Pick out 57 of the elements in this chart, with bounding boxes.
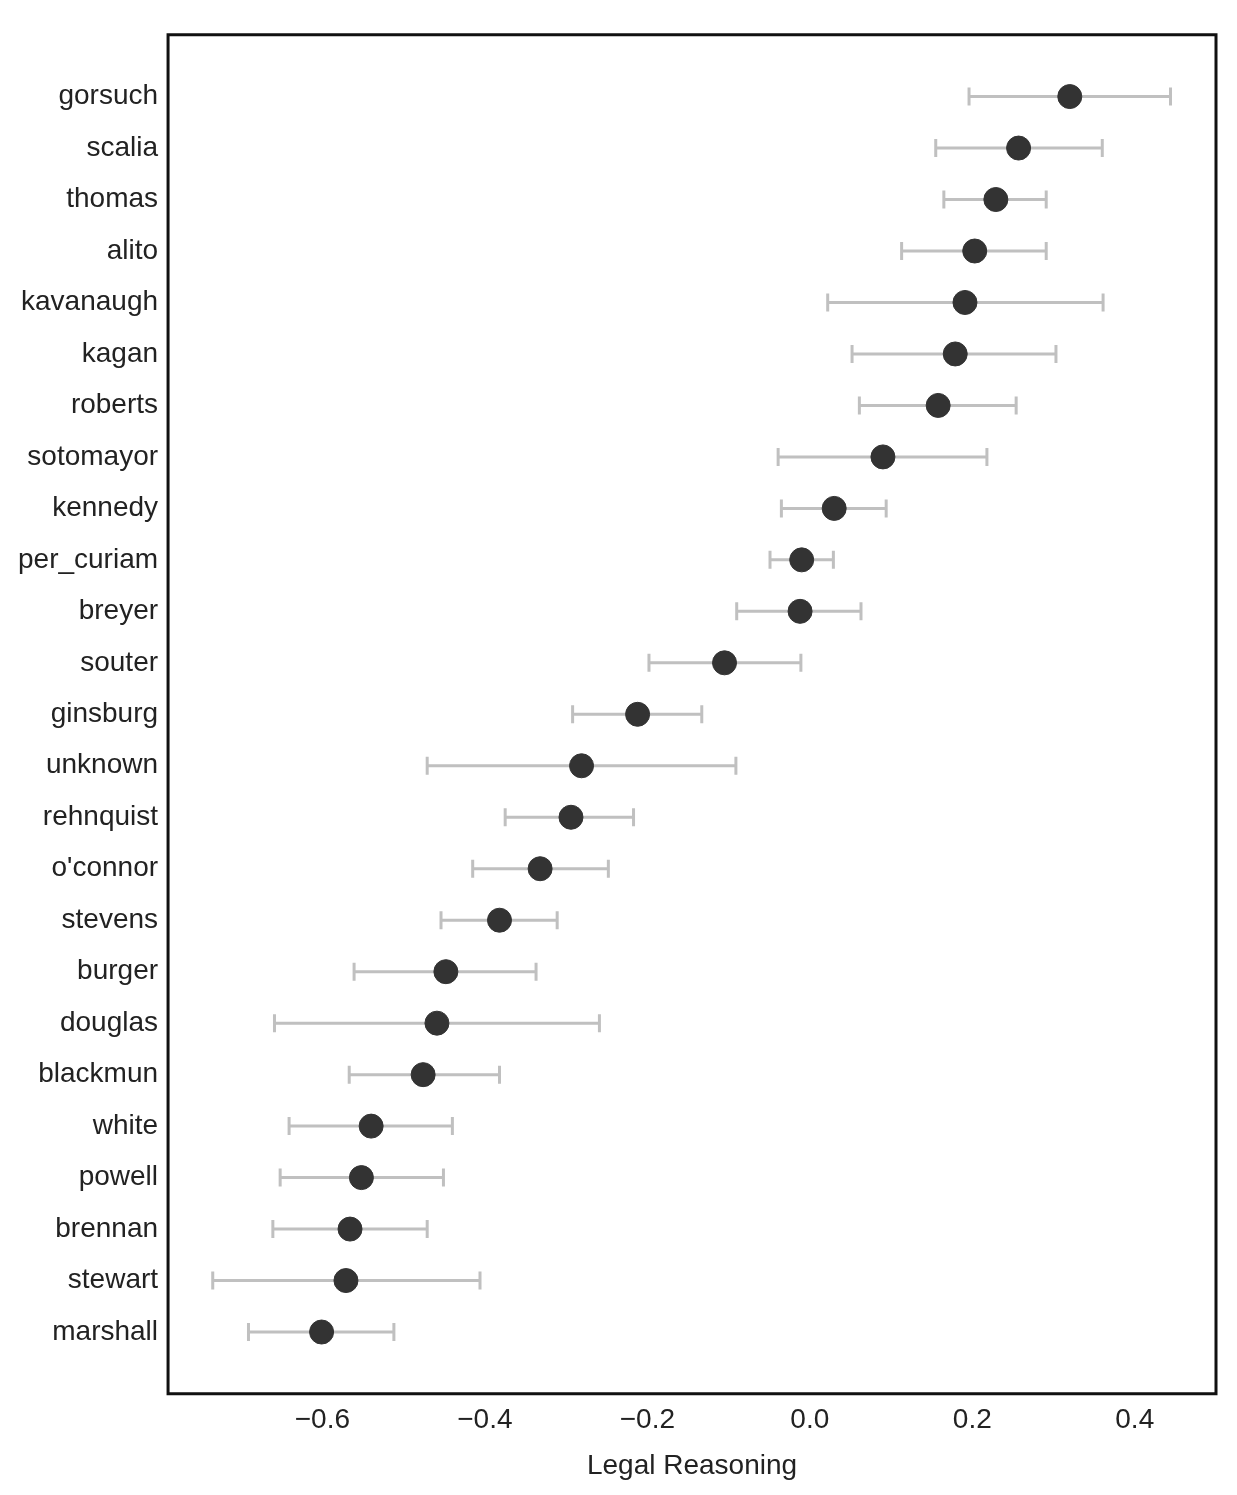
y-tick-label: rehnquist: [42, 799, 159, 831]
y-tick-label: per_curiam: [17, 542, 159, 574]
y-tick-label: roberts: [70, 388, 159, 420]
y-tick-label: thomas: [66, 182, 159, 214]
point: [821, 495, 847, 521]
point: [1006, 135, 1032, 161]
y-tick-label: gorsuch: [58, 79, 159, 111]
y-tick-label: stewart: [67, 1263, 159, 1295]
y-tick-label: alito: [106, 233, 159, 265]
point: [424, 1010, 450, 1036]
y-tick-label: blackmun: [38, 1057, 159, 1089]
y-tick-label: unknown: [45, 748, 159, 780]
y-tick-label: scalia: [86, 130, 159, 162]
y-tick-label: souter: [80, 645, 159, 677]
y-tick-label: brennan: [55, 1211, 159, 1243]
y-tick-label: stevens: [61, 902, 159, 934]
point: [925, 392, 951, 418]
point: [527, 856, 553, 882]
point: [558, 804, 584, 830]
x-tick-label: −0.4: [457, 1403, 513, 1435]
y-tick-label: marshall: [52, 1314, 159, 1346]
point: [309, 1319, 335, 1345]
point: [952, 289, 978, 315]
point: [870, 444, 896, 470]
y-tick-label: breyer: [78, 594, 159, 626]
x-axis-title: Legal Reasoning: [586, 1448, 798, 1480]
y-tick-label: kagan: [81, 336, 159, 368]
y-tick-label: kennedy: [52, 491, 159, 523]
point: [337, 1216, 363, 1242]
point: [942, 341, 968, 367]
point: [1057, 84, 1083, 110]
x-tick-label: −0.6: [294, 1403, 351, 1435]
point: [333, 1268, 359, 1294]
y-tick-label: kavanaugh: [21, 285, 159, 317]
x-tick-label: −0.2: [619, 1403, 675, 1435]
y-tick-label: burger: [77, 954, 159, 986]
y-tick-label: sotomayor: [27, 439, 159, 471]
point: [983, 187, 1009, 213]
point: [789, 547, 815, 573]
x-tick-label: 0.4: [1115, 1403, 1155, 1435]
point: [487, 907, 512, 933]
point: [787, 598, 813, 624]
x-tick-label: 0.0: [790, 1403, 830, 1435]
point: [962, 238, 988, 264]
y-tick-label: powell: [78, 1160, 159, 1192]
point: [348, 1165, 374, 1191]
point: [625, 701, 651, 727]
y-tick-label: ginsburg: [50, 697, 159, 729]
y-tick-label: white: [91, 1108, 159, 1140]
y-tick-label: douglas: [59, 1005, 159, 1037]
point: [358, 1113, 384, 1139]
y-tick-label: o'connor: [51, 851, 159, 883]
x-tick-label: 0.2: [952, 1403, 992, 1435]
point: [433, 959, 459, 985]
point: [712, 650, 738, 676]
point: [410, 1062, 436, 1088]
point: [569, 753, 595, 779]
